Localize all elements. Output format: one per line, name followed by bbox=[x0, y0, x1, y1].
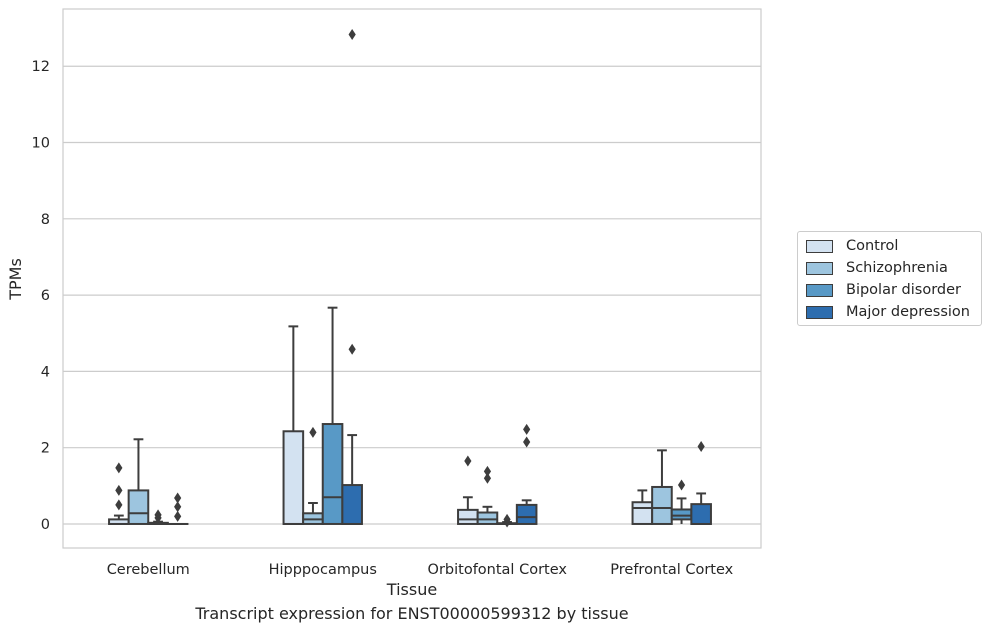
legend: Control Schizophrenia Bipolar disorder M… bbox=[797, 231, 982, 326]
box-major-depression-orbitofontal-cortex bbox=[517, 424, 537, 524]
y-tick-label-12: 12 bbox=[32, 59, 50, 75]
outlier-point bbox=[484, 466, 491, 477]
box-control-prefrontal-cortex bbox=[633, 490, 653, 524]
box-iqr bbox=[342, 485, 362, 524]
box-bipolar-disorder-prefrontal-cortex bbox=[672, 480, 692, 524]
y-tick-label-2: 2 bbox=[41, 441, 50, 457]
box-iqr bbox=[633, 502, 653, 524]
x-axis-label: Tissue bbox=[386, 580, 437, 599]
box-major-depression-hipppocampus bbox=[342, 29, 362, 524]
box-iqr bbox=[478, 513, 498, 524]
box-schizophrenia-cerebellum bbox=[129, 439, 149, 524]
x-tick-label-orbitofontal-cortex: Orbitofontal Cortex bbox=[428, 562, 568, 578]
x-tick-labels: Cerebellum Hipppocampus Orbitofontal Corte… bbox=[107, 562, 734, 578]
outlier-point bbox=[115, 462, 122, 473]
box-bipolar-disorder-hipppocampus bbox=[323, 308, 343, 524]
legend-swatch-bipolar-disorder bbox=[806, 284, 833, 297]
box-iqr bbox=[284, 431, 304, 524]
legend-item-bipolar-disorder: Bipolar disorder bbox=[806, 280, 961, 300]
box-schizophrenia-prefrontal-cortex bbox=[652, 450, 672, 524]
plot-area-border bbox=[63, 9, 761, 548]
outlier-point bbox=[523, 436, 530, 447]
outlier-point bbox=[698, 441, 705, 452]
legend-label-control: Control bbox=[846, 238, 898, 254]
legend-item-schizophrenia: Schizophrenia bbox=[806, 258, 948, 278]
box-schizophrenia-orbitofontal-cortex bbox=[478, 466, 498, 524]
legend-swatch-control bbox=[806, 240, 833, 253]
outlier-point bbox=[349, 344, 356, 355]
box-iqr bbox=[652, 487, 672, 524]
x-tick-label-hipppocampus: Hipppocampus bbox=[269, 562, 377, 578]
box-iqr bbox=[129, 490, 149, 524]
outlier-point bbox=[523, 424, 530, 435]
outlier-point bbox=[115, 499, 122, 510]
outlier-point bbox=[349, 29, 356, 40]
box-control-orbitofontal-cortex bbox=[458, 456, 478, 524]
box-schizophrenia-hipppocampus bbox=[303, 427, 323, 524]
y-tick-labels: 0 2 4 6 8 10 12 bbox=[32, 59, 50, 533]
legend-label-major-depression: Major depression bbox=[846, 304, 970, 320]
box-major-depression-cerebellum bbox=[168, 493, 188, 524]
legend-swatch-major-depression bbox=[806, 306, 833, 319]
y-tick-label-8: 8 bbox=[41, 212, 50, 228]
box-bipolar-disorder-cerebellum bbox=[148, 509, 168, 524]
y-axis-label: TPMs bbox=[6, 258, 25, 301]
outlier-point bbox=[174, 493, 181, 504]
box-iqr bbox=[458, 510, 478, 524]
box-iqr bbox=[323, 424, 343, 524]
x-tick-label-cerebellum: Cerebellum bbox=[107, 562, 190, 578]
box-control-hipppocampus bbox=[284, 326, 304, 524]
y-tick-label-6: 6 bbox=[41, 288, 50, 304]
outlier-point bbox=[174, 511, 181, 522]
legend-swatch-schizophrenia bbox=[806, 262, 833, 275]
outlier-point bbox=[464, 456, 471, 467]
x-tick-label-prefrontal-cortex: Prefrontal Cortex bbox=[610, 562, 733, 578]
figure-caption: Transcript expression for ENST0000059931… bbox=[0, 604, 824, 623]
box-iqr bbox=[691, 504, 711, 524]
legend-label-schizophrenia: Schizophrenia bbox=[846, 260, 948, 276]
box-iqr bbox=[517, 505, 537, 524]
box-iqr bbox=[672, 509, 692, 519]
boxes-layer bbox=[109, 29, 711, 528]
outlier-point bbox=[115, 485, 122, 496]
outlier-point bbox=[678, 480, 685, 491]
y-tick-label-0: 0 bbox=[41, 517, 50, 533]
box-major-depression-prefrontal-cortex bbox=[691, 441, 711, 524]
legend-item-major-depression: Major depression bbox=[806, 302, 970, 322]
box-bipolar-disorder-orbitofontal-cortex bbox=[497, 514, 517, 528]
legend-item-control: Control bbox=[806, 236, 898, 256]
box-control-cerebellum bbox=[109, 462, 129, 524]
outlier-point bbox=[309, 427, 316, 438]
legend-label-bipolar-disorder: Bipolar disorder bbox=[846, 282, 961, 298]
grid-layer bbox=[63, 66, 761, 524]
y-tick-label-10: 10 bbox=[32, 136, 50, 152]
y-tick-label-4: 4 bbox=[41, 364, 50, 380]
